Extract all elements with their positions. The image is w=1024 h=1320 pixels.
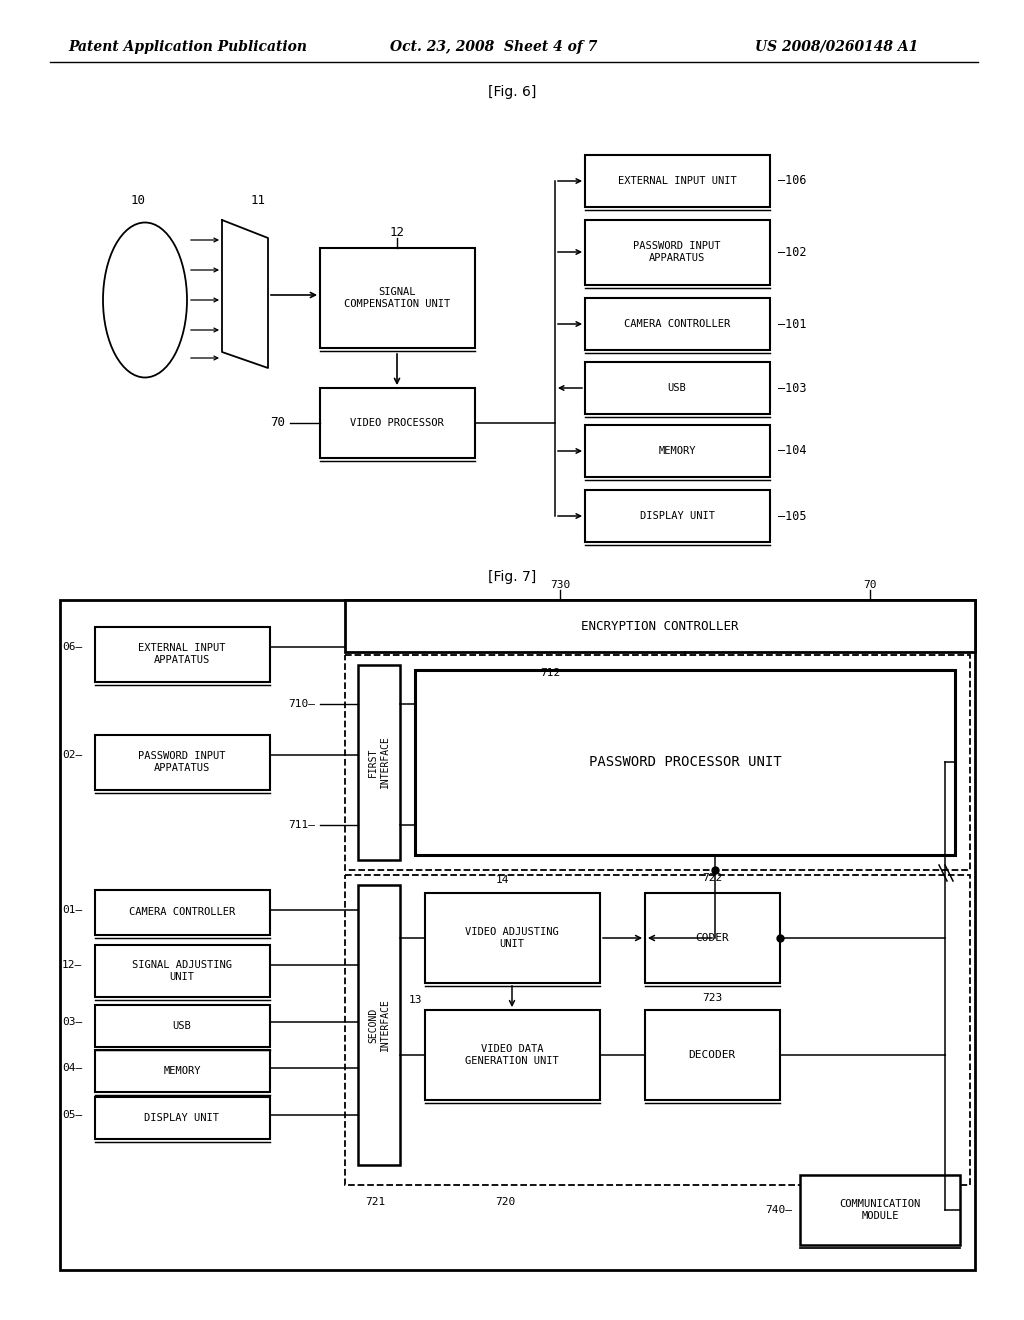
Bar	[345, 655, 970, 870]
Text: USB: USB	[668, 383, 686, 393]
Text: 711—: 711—	[288, 820, 315, 830]
Text: 723: 723	[701, 993, 722, 1003]
Text: 13: 13	[409, 995, 422, 1005]
Text: 12: 12	[389, 226, 404, 239]
Text: 12—: 12—	[62, 960, 82, 970]
Text: 740—: 740—	[765, 1205, 792, 1214]
Bar	[95, 890, 270, 935]
Text: 01—: 01—	[62, 906, 82, 915]
Polygon shape	[222, 220, 268, 368]
Text: CAMERA CONTROLLER: CAMERA CONTROLLER	[624, 319, 730, 329]
Text: 14: 14	[496, 875, 509, 884]
Bar	[95, 1097, 270, 1139]
Text: EXTERNAL INPUT UNIT: EXTERNAL INPUT UNIT	[617, 176, 736, 186]
Text: 02—: 02—	[62, 750, 82, 760]
Text: Oct. 23, 2008  Sheet 4 of 7: Oct. 23, 2008 Sheet 4 of 7	[390, 40, 597, 54]
Bar	[425, 894, 600, 983]
Bar	[345, 875, 970, 1185]
Text: SIGNAL ADJUSTING
UNIT: SIGNAL ADJUSTING UNIT	[132, 960, 232, 982]
Bar	[95, 627, 270, 682]
Bar	[95, 945, 270, 997]
Text: 05—: 05—	[62, 1110, 82, 1119]
Text: [Fig. 7]: [Fig. 7]	[487, 570, 537, 583]
Text: 06—: 06—	[62, 642, 82, 652]
Bar	[645, 894, 780, 983]
Text: ENCRYPTION CONTROLLER: ENCRYPTION CONTROLLER	[582, 619, 738, 632]
Text: —102: —102	[778, 246, 807, 259]
Bar	[95, 1049, 270, 1092]
Bar	[585, 425, 770, 477]
Bar	[95, 1005, 270, 1047]
Text: PASSWORD PROCESSOR UNIT: PASSWORD PROCESSOR UNIT	[589, 755, 781, 770]
Text: [Fig. 6]: [Fig. 6]	[487, 84, 537, 99]
Text: 70: 70	[270, 417, 285, 429]
Text: Patent Application Publication: Patent Application Publication	[68, 40, 307, 54]
Bar	[800, 1175, 961, 1245]
Text: 712: 712	[540, 668, 560, 678]
Bar	[415, 671, 955, 855]
Text: —105: —105	[778, 510, 807, 523]
Bar	[95, 735, 270, 789]
Text: —101: —101	[778, 318, 807, 330]
Bar	[645, 1010, 780, 1100]
Text: 03—: 03—	[62, 1016, 82, 1027]
Text: DISPLAY UNIT: DISPLAY UNIT	[640, 511, 715, 521]
Text: COMMUNICATION
MODULE: COMMUNICATION MODULE	[840, 1199, 921, 1221]
Text: PASSWORD INPUT
APPARATUS: PASSWORD INPUT APPARATUS	[633, 242, 721, 263]
Bar	[319, 388, 475, 458]
Text: US 2008/0260148 A1: US 2008/0260148 A1	[755, 40, 919, 54]
Bar	[585, 298, 770, 350]
Bar	[425, 1010, 600, 1100]
Text: 10: 10	[130, 194, 145, 206]
Text: CODER: CODER	[695, 933, 729, 942]
Bar	[345, 601, 975, 652]
Text: 04—: 04—	[62, 1063, 82, 1073]
Text: SECOND
INTERFACE: SECOND INTERFACE	[369, 998, 390, 1052]
Bar	[585, 362, 770, 414]
Text: 710—: 710—	[288, 700, 315, 709]
Text: 721: 721	[365, 1197, 385, 1206]
Text: CAMERA CONTROLLER: CAMERA CONTROLLER	[129, 907, 236, 917]
Text: 730: 730	[550, 579, 570, 590]
Bar	[358, 884, 400, 1166]
Text: PASSWORD INPUT
APPATATUS: PASSWORD INPUT APPATATUS	[138, 751, 225, 772]
Ellipse shape	[103, 223, 187, 378]
Bar	[319, 248, 475, 348]
Text: VIDEO PROCESSOR: VIDEO PROCESSOR	[350, 418, 443, 428]
Text: VIDEO DATA
GENERATION UNIT: VIDEO DATA GENERATION UNIT	[465, 1044, 559, 1065]
Text: USB: USB	[173, 1020, 191, 1031]
Bar	[358, 665, 400, 861]
Text: 720: 720	[495, 1197, 515, 1206]
Text: 11: 11	[251, 194, 265, 206]
Text: DECODER: DECODER	[688, 1049, 735, 1060]
Text: 722: 722	[701, 873, 722, 883]
Bar	[585, 490, 770, 543]
Text: MEMORY: MEMORY	[658, 446, 695, 455]
Bar	[60, 601, 975, 1270]
Text: DISPLAY UNIT: DISPLAY UNIT	[144, 1113, 219, 1123]
Text: —103: —103	[778, 381, 807, 395]
Text: 70: 70	[863, 579, 877, 590]
Text: MEMORY: MEMORY	[163, 1067, 201, 1076]
Text: —104: —104	[778, 445, 807, 458]
Text: FIRST
INTERFACE: FIRST INTERFACE	[369, 735, 390, 788]
Bar	[585, 154, 770, 207]
Text: SIGNAL
COMPENSATION UNIT: SIGNAL COMPENSATION UNIT	[344, 288, 451, 309]
Text: VIDEO ADJUSTING
UNIT: VIDEO ADJUSTING UNIT	[465, 927, 559, 949]
Text: EXTERNAL INPUT
APPATATUS: EXTERNAL INPUT APPATATUS	[138, 643, 225, 665]
Bar	[585, 220, 770, 285]
Text: —106: —106	[778, 174, 807, 187]
